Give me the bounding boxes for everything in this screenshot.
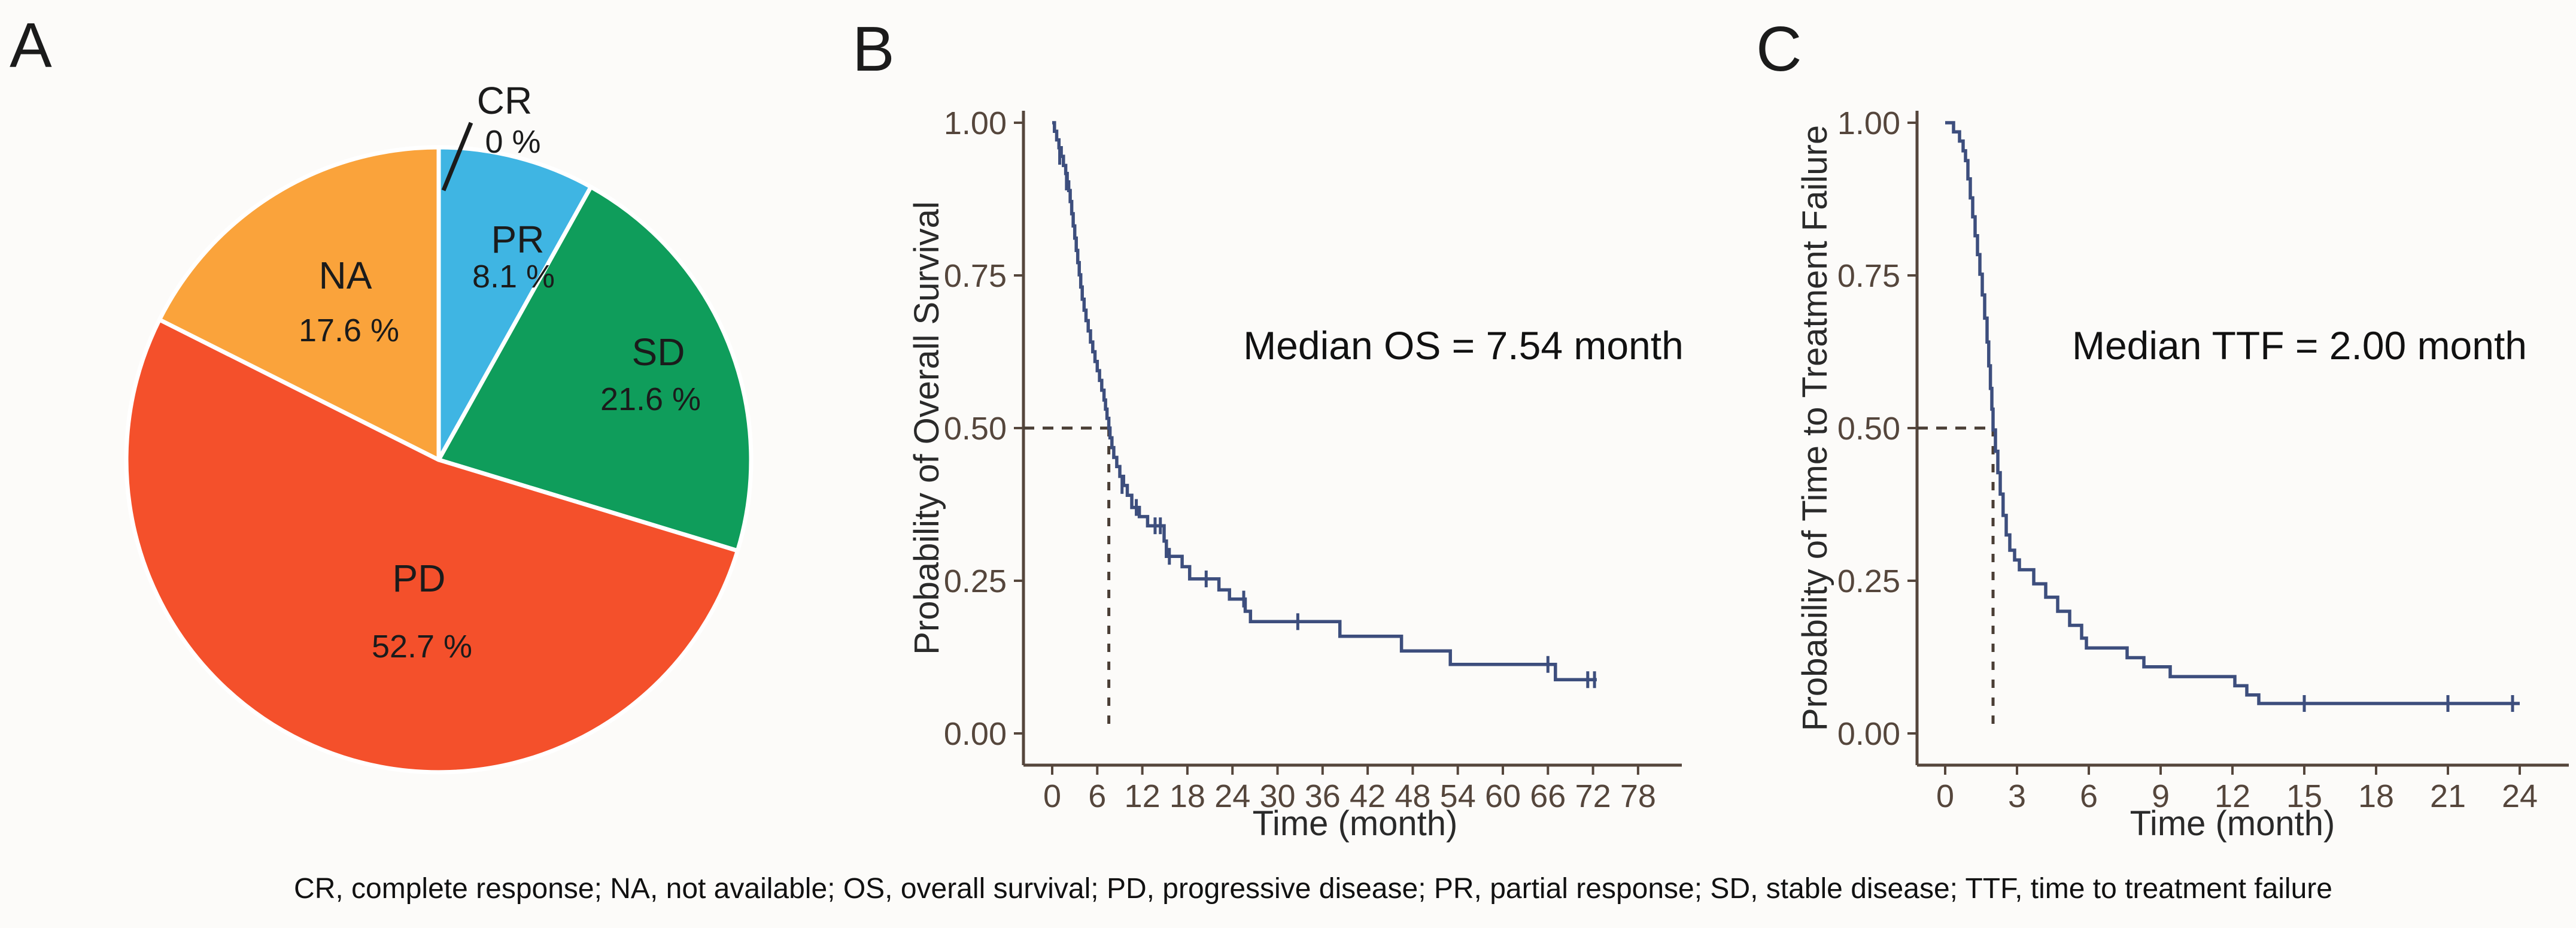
x-tick-label: 12 <box>2214 778 2250 814</box>
x-tick-label: 36 <box>1305 778 1341 814</box>
pie-value-pr: 8.1 % <box>472 259 555 295</box>
y-tick-label: 0.25 <box>1837 563 1900 599</box>
y-tick-label: 0.50 <box>944 411 1007 447</box>
y-tick-label: 0.75 <box>1837 258 1900 294</box>
pie-slice-pr <box>436 145 593 462</box>
x-tick-label: 12 <box>1125 778 1161 814</box>
panel-label-b: B <box>852 14 895 84</box>
pie-value-pd: 52.7 % <box>372 629 472 665</box>
pie-label-pr: PR <box>491 218 545 261</box>
panel-label-a: A <box>10 10 52 81</box>
x-tick-label: 72 <box>1575 778 1611 814</box>
ttf-y-axis-title: Probability of Time to Treatment Failure <box>1796 125 1834 731</box>
median-ttf-annotation: Median TTF = 2.00 month <box>2072 323 2527 368</box>
x-tick-label: 18 <box>2358 778 2394 814</box>
x-tick-label: 3 <box>2008 778 2026 814</box>
response-pie-chart <box>124 145 754 775</box>
pie-label-cr: CR <box>477 79 532 122</box>
x-tick-label: 21 <box>2430 778 2466 814</box>
overall-survival-plot: 0 6 12 18 24 30 36 42 48 54 60 66 72 78 1.00 0.75 0.50 0.… <box>944 105 1682 814</box>
x-tick-label: 6 <box>1088 778 1106 814</box>
x-tick-label: 18 <box>1169 778 1205 814</box>
y-tick-label: 0.00 <box>1837 716 1900 752</box>
km-curve <box>1945 121 2520 705</box>
x-tick-label: 60 <box>1485 778 1521 814</box>
y-tick-label: 0.75 <box>944 258 1007 294</box>
x-tick-label: 42 <box>1350 778 1386 814</box>
y-tick-label: 1.00 <box>944 105 1007 141</box>
y-tick-label: 0.25 <box>944 563 1007 599</box>
pie-value-cr: 0 % <box>485 124 540 160</box>
x-tick-label: 66 <box>1530 778 1566 814</box>
x-tick-label: 0 <box>1043 778 1061 814</box>
x-tick-label: 24 <box>2502 778 2538 814</box>
pie-value-na: 17.6 % <box>299 313 399 348</box>
x-tick-label: 9 <box>2152 778 2170 814</box>
os-y-axis-title: Probability of Overall Survival <box>907 201 946 655</box>
km-curve <box>1052 121 1597 681</box>
x-tick-label: 0 <box>1936 778 1954 814</box>
y-tick-label: 0.00 <box>944 716 1007 752</box>
median-os-annotation: Median OS = 7.54 month <box>1243 323 1684 368</box>
pie-label-sd: SD <box>632 330 685 374</box>
pie-slice-pd <box>124 317 740 775</box>
pie-value-sd: 21.6 % <box>600 381 701 417</box>
x-tick-label: 30 <box>1259 778 1295 814</box>
abbreviation-caption: CR, complete response; NA, not available… <box>294 873 2332 905</box>
ttf-x-axis-title: Time (month) <box>2130 804 2335 843</box>
pie-label-na: NA <box>319 254 372 297</box>
pie-label-pd: PD <box>393 557 446 600</box>
x-tick-label: 24 <box>1214 778 1250 814</box>
y-tick-label: 1.00 <box>1837 105 1900 141</box>
cr-leader-line <box>441 122 473 192</box>
x-tick-label: 15 <box>2286 778 2322 814</box>
os-x-axis-title: Time (month) <box>1253 804 1458 843</box>
pie-slice-sd <box>436 184 754 553</box>
pie-slice-na <box>157 145 441 462</box>
x-tick-label: 54 <box>1440 778 1476 814</box>
x-tick-label: 48 <box>1395 778 1430 814</box>
panel-label-c: C <box>1756 14 1802 84</box>
x-tick-label: 6 <box>2080 778 2098 814</box>
ttf-plot: 0 3 6 9 12 15 18 21 24 1.00 0.75 0.50 0.25 0.00 <box>1837 105 2569 814</box>
x-tick-label: 78 <box>1620 778 1656 814</box>
y-tick-label: 0.50 <box>1837 411 1900 447</box>
